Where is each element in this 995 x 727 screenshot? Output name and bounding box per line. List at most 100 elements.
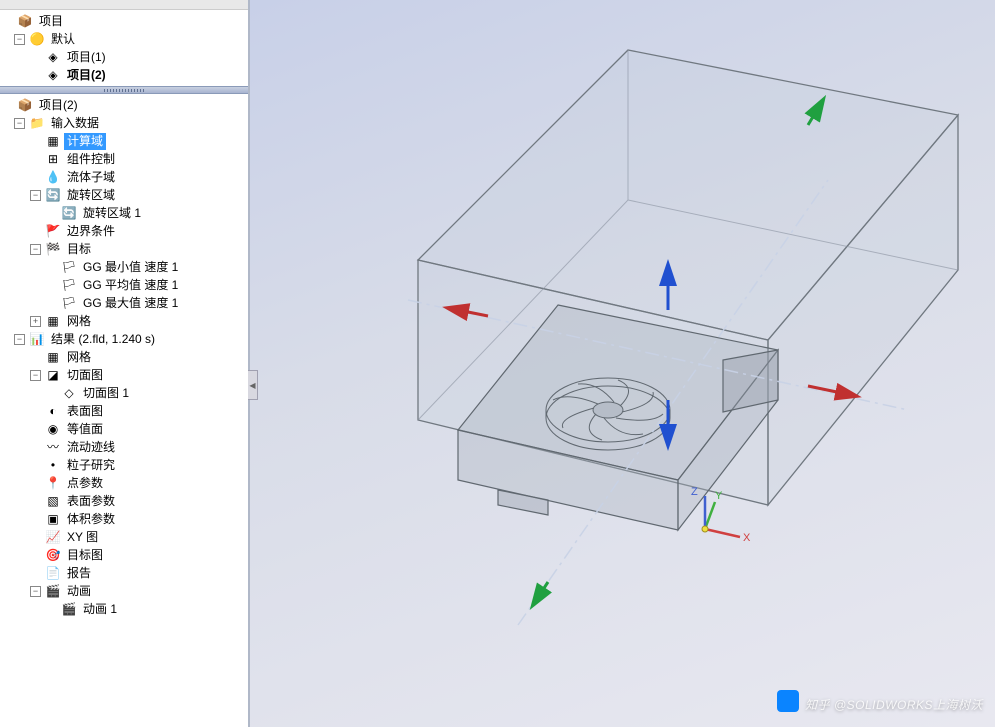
tree-label: 体积参数 — [64, 511, 118, 528]
folder-icon: 📁 — [29, 115, 45, 131]
tree-point-param[interactable]: 📍点参数 — [0, 474, 248, 492]
mesh-icon: ▦ — [45, 349, 61, 365]
report-icon: 📄 — [45, 565, 61, 581]
collapse-toggle[interactable]: − — [14, 334, 25, 345]
tree-label: 项目(2) — [36, 97, 81, 114]
tree-calc-domain[interactable]: ▦计算域 — [0, 132, 248, 150]
tree-root[interactable]: 📦 项目 — [0, 12, 248, 30]
tree-label: 项目(2) — [64, 67, 109, 84]
collapse-toggle[interactable]: − — [30, 370, 41, 381]
tree-label: 结果 (2.fld, 1.240 s) — [48, 331, 158, 348]
tree-rot-region-1[interactable]: 🔄旋转区域 1 — [0, 204, 248, 222]
mesh-icon: ▦ — [45, 313, 61, 329]
flow-simulation-tree: 📦项目(2) −📁输入数据 ▦计算域 ⊞组件控制 💧流体子域 −🔄旋转区域 🔄旋… — [0, 94, 248, 727]
tree-mesh[interactable]: +▦网格 — [0, 312, 248, 330]
gg-icon: 🏳 — [61, 277, 77, 293]
tree-label: 报告 — [64, 565, 94, 582]
tree-xy-plot[interactable]: 📈XY 图 — [0, 528, 248, 546]
tree-cut-plot-1[interactable]: ◇切面图 1 — [0, 384, 248, 402]
tree-goal-plot[interactable]: 🎯目标图 — [0, 546, 248, 564]
tree-label: 边界条件 — [64, 223, 118, 240]
tree-label: 旋转区域 1 — [80, 205, 144, 222]
tree-item-1[interactable]: ◈ 项目(1) — [0, 48, 248, 66]
sidebar: 📦 项目 − 🟡 默认 ◈ 项目(1) ◈ 项目(2) — [0, 0, 248, 727]
flow-icon: 〰 — [45, 439, 61, 455]
tree-boundary[interactable]: 🚩边界条件 — [0, 222, 248, 240]
boundary-icon: 🚩 — [45, 223, 61, 239]
tree-gg-avg[interactable]: 🏳GG 平均值 速度 1 — [0, 276, 248, 294]
tree-surface-param[interactable]: ▧表面参数 — [0, 492, 248, 510]
tree-anim-1[interactable]: 🎬动画 1 — [0, 600, 248, 618]
cut-icon: ◪ — [45, 367, 61, 383]
tree-goals[interactable]: −🏁目标 — [0, 240, 248, 258]
tree-surface-plot[interactable]: ◐表面图 — [0, 402, 248, 420]
tree-label: 切面图 — [64, 367, 106, 384]
tree-splitter[interactable] — [0, 86, 248, 94]
tree-volume-param[interactable]: ▣体积参数 — [0, 510, 248, 528]
rot-icon: 🔄 — [45, 187, 61, 203]
tree-cut-plot[interactable]: −◪切面图 — [0, 366, 248, 384]
expand-toggle[interactable]: + — [30, 316, 41, 327]
tree-label: 项目 — [36, 13, 66, 30]
tree-results[interactable]: −📊结果 (2.fld, 1.240 s) — [0, 330, 248, 348]
zhihu-logo-icon — [777, 690, 799, 712]
triad-y-label: Y — [715, 490, 722, 502]
tree-label: 流动迹线 — [64, 439, 118, 456]
surf-icon: ◐ — [45, 403, 61, 419]
spacer — [30, 70, 41, 81]
tree-iso[interactable]: ◉等值面 — [0, 420, 248, 438]
tree-label: 表面图 — [64, 403, 106, 420]
cut1-icon: ◇ — [61, 385, 77, 401]
tree-default[interactable]: − 🟡 默认 — [0, 30, 248, 48]
spacer — [2, 16, 13, 27]
item-icon: ◈ — [45, 49, 61, 65]
tree-flow[interactable]: 〰流动迹线 — [0, 438, 248, 456]
tree-label: 目标图 — [64, 547, 106, 564]
tree-input-data[interactable]: −📁输入数据 — [0, 114, 248, 132]
tree-label: 计算域 — [64, 133, 106, 150]
iso-icon: ◉ — [45, 421, 61, 437]
coordinate-triad[interactable]: X Y Z — [685, 484, 755, 557]
tree-label: GG 最大值 速度 1 — [80, 295, 181, 312]
anim-icon: 🎬 — [45, 583, 61, 599]
gplot-icon: 🎯 — [45, 547, 61, 563]
item-icon: ◈ — [45, 67, 61, 83]
model-svg — [248, 0, 995, 727]
project-icon: 📦 — [17, 97, 33, 113]
tree-rot-region[interactable]: −🔄旋转区域 — [0, 186, 248, 204]
project-icon: 📦 — [17, 13, 33, 29]
tree-fluid-sub[interactable]: 💧流体子域 — [0, 168, 248, 186]
tree-particle[interactable]: •粒子研究 — [0, 456, 248, 474]
collapse-toggle[interactable]: − — [14, 118, 25, 129]
anim-icon: 🎬 — [61, 601, 77, 617]
mini-toolbar — [0, 0, 248, 10]
rot-icon: 🔄 — [61, 205, 77, 221]
tree-label: 旋转区域 — [64, 187, 118, 204]
collapse-toggle[interactable]: − — [14, 34, 25, 45]
tree-label: 项目(1) — [64, 49, 109, 66]
tree-gg-max[interactable]: 🏳GG 最大值 速度 1 — [0, 294, 248, 312]
tree-label: 点参数 — [64, 475, 106, 492]
tree-mesh2[interactable]: ▦网格 — [0, 348, 248, 366]
collapse-toggle[interactable]: − — [30, 190, 41, 201]
results-icon: 📊 — [29, 331, 45, 347]
tree-gg-min[interactable]: 🏳GG 最小值 速度 1 — [0, 258, 248, 276]
watermark: 知乎 @SOLIDWORKS上海树沃 — [777, 688, 983, 715]
gg-icon: 🏳 — [61, 295, 77, 311]
sparam-icon: ▧ — [45, 493, 61, 509]
tree-report[interactable]: 📄报告 — [0, 564, 248, 582]
tree-label: 输入数据 — [48, 115, 102, 132]
tree-label: 切面图 1 — [80, 385, 132, 402]
tree-item-2[interactable]: ◈ 项目(2) — [0, 66, 248, 84]
3d-viewport[interactable]: ◀ — [248, 0, 995, 727]
tree-label: 动画 1 — [80, 601, 120, 618]
vparam-icon: ▣ — [45, 511, 61, 527]
tree-project2[interactable]: 📦项目(2) — [0, 96, 248, 114]
point-icon: 📍 — [45, 475, 61, 491]
tree-comp-control[interactable]: ⊞组件控制 — [0, 150, 248, 168]
collapse-toggle[interactable]: − — [30, 586, 41, 597]
tree-label: 组件控制 — [64, 151, 118, 168]
collapse-toggle[interactable]: − — [30, 244, 41, 255]
tree-label: 流体子域 — [64, 169, 118, 186]
tree-anim[interactable]: −🎬动画 — [0, 582, 248, 600]
